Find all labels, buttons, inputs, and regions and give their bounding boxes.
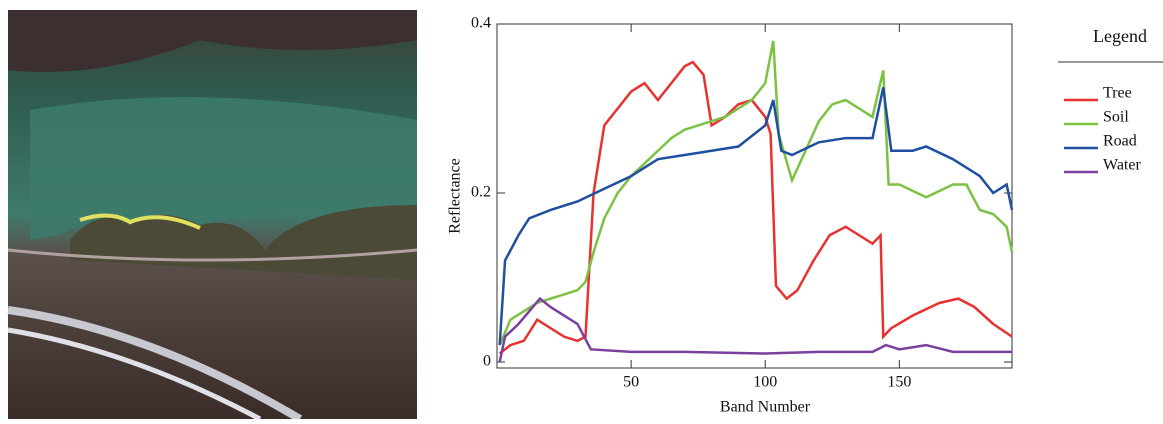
- series-line: [498, 87, 1014, 346]
- x-tick-label: 50: [623, 374, 639, 391]
- legend-label: Tree: [1103, 85, 1132, 102]
- y-tick-label: 0: [483, 353, 491, 370]
- legend-title: Legend: [1093, 26, 1147, 46]
- x-tick-label: 150: [887, 374, 911, 391]
- y-tick-label: 0.4: [471, 15, 491, 32]
- legend-label: Water: [1103, 157, 1141, 174]
- y-tick-label: 0.2: [471, 184, 491, 201]
- legend-label: Soil: [1103, 109, 1129, 126]
- series-line: [498, 60, 1013, 355]
- aerial-image: [7, 10, 418, 423]
- x-axis-label: Band Number: [720, 399, 811, 416]
- y-axis-label: Reflectance: [447, 158, 464, 234]
- legend-label: Road: [1103, 133, 1137, 150]
- series-line: [498, 40, 1014, 346]
- series-line: [498, 296, 1012, 363]
- x-tick-label: 100: [753, 374, 777, 391]
- plot-frame: [496, 23, 1013, 369]
